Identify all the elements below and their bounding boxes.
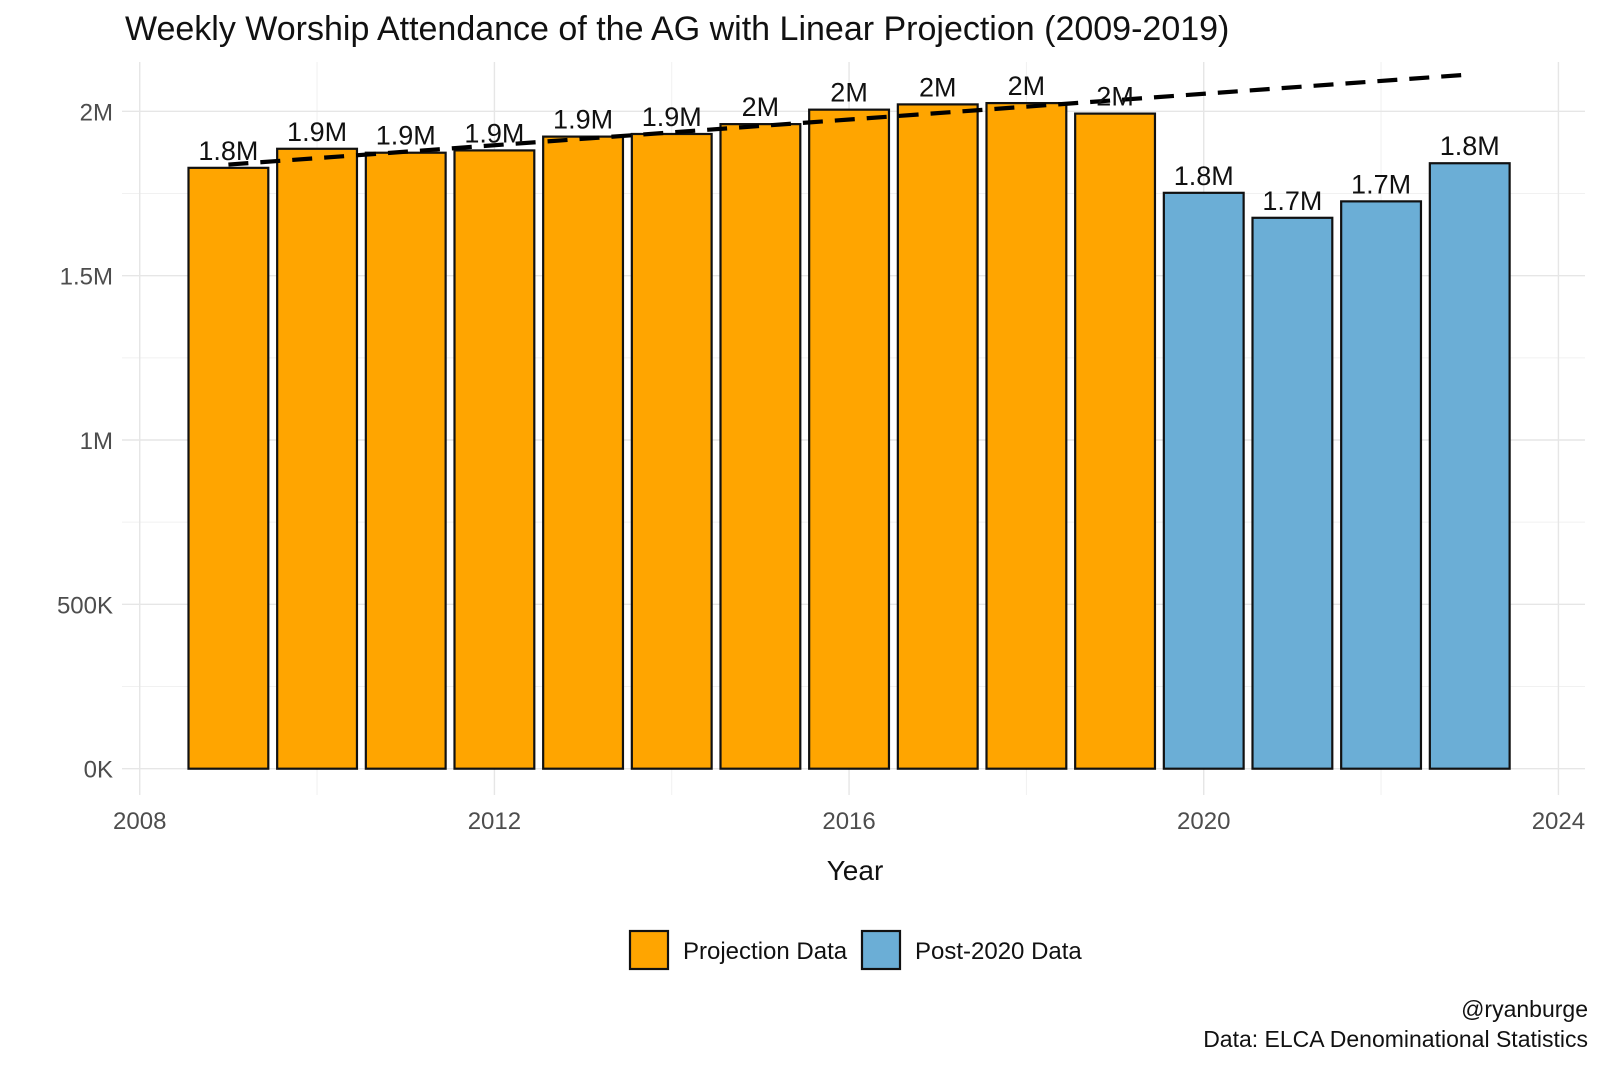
bar-2012 [453,149,536,770]
bar-label-2015: 2M [742,92,780,122]
legend-key-post-2020 [860,929,902,971]
projection-line-group [228,72,1470,167]
bar-label-2016: 2M [830,78,868,108]
projection-line [228,72,1470,167]
x-tick-label: 2024 [1532,808,1585,835]
bar-2017 [896,103,979,770]
bar-2016 [808,108,891,770]
bar-2010 [276,147,359,770]
y-tick-label: 1M [80,428,113,455]
axes: 0K 500K 1M 1.5M 2M 2008 2012 2016 2020 2024 [57,99,1585,835]
y-tick-label: 2M [80,99,113,126]
bar-2014 [630,132,713,770]
legend-label-projection: Projection Data [683,938,848,965]
bar-label-2017: 2M [919,72,957,102]
y-tick-label: 0K [84,757,113,784]
bars [187,101,1511,770]
bar-label-2012: 1.9M [464,118,524,148]
bar-2023 [1428,162,1511,770]
caption-handle: @ryanburge [1461,996,1588,1022]
bar-label-2018: 2M [1008,71,1046,101]
x-tick-label: 2012 [468,808,521,835]
caption-source: Data: ELCA Denominational Statistics [1203,1026,1588,1052]
bar-label-2014: 1.9M [642,102,702,132]
bar-2018 [985,101,1068,770]
bar-label-2011: 1.9M [376,121,436,151]
bar-label-2023: 1.8M [1440,131,1500,161]
x-tick-label: 2016 [822,808,875,835]
bar-2020 [1162,191,1245,770]
chart-title: Weekly Worship Attendance of the AG with… [125,10,1229,48]
bar-2009 [187,166,270,770]
bar-2022 [1340,200,1423,770]
y-tick-label: 500K [57,592,113,619]
bar-label-2022: 1.7M [1351,169,1411,199]
bar-2019 [1074,112,1157,770]
x-axis-title: Year [827,855,884,886]
bar-label-2020: 1.8M [1174,161,1234,191]
bar-2015 [719,123,802,770]
y-tick-label: 1.5M [60,264,113,291]
bar-label-2019: 2M [1096,82,1134,112]
bar-2021 [1251,216,1334,770]
legend: Projection Data Post-2020 Data [628,929,1082,971]
x-tick-label: 2008 [113,808,166,835]
bar-label-2009: 1.8M [198,136,258,166]
bar-labels: 1.8M 1.9M 1.9M 1.9M 1.9M 1.9M 2M 2M 2M 2M 2M 1.8M 1.… [198,71,1499,216]
legend-key-projection [628,929,670,971]
bar-label-2010: 1.9M [287,117,347,147]
x-tick-label: 2020 [1177,808,1230,835]
bar-2013 [542,135,625,770]
bar-label-2013: 1.9M [553,105,613,135]
legend-label-post-2020: Post-2020 Data [915,938,1082,965]
bar-label-2021: 1.7M [1262,186,1322,216]
bar-2011 [364,151,447,770]
